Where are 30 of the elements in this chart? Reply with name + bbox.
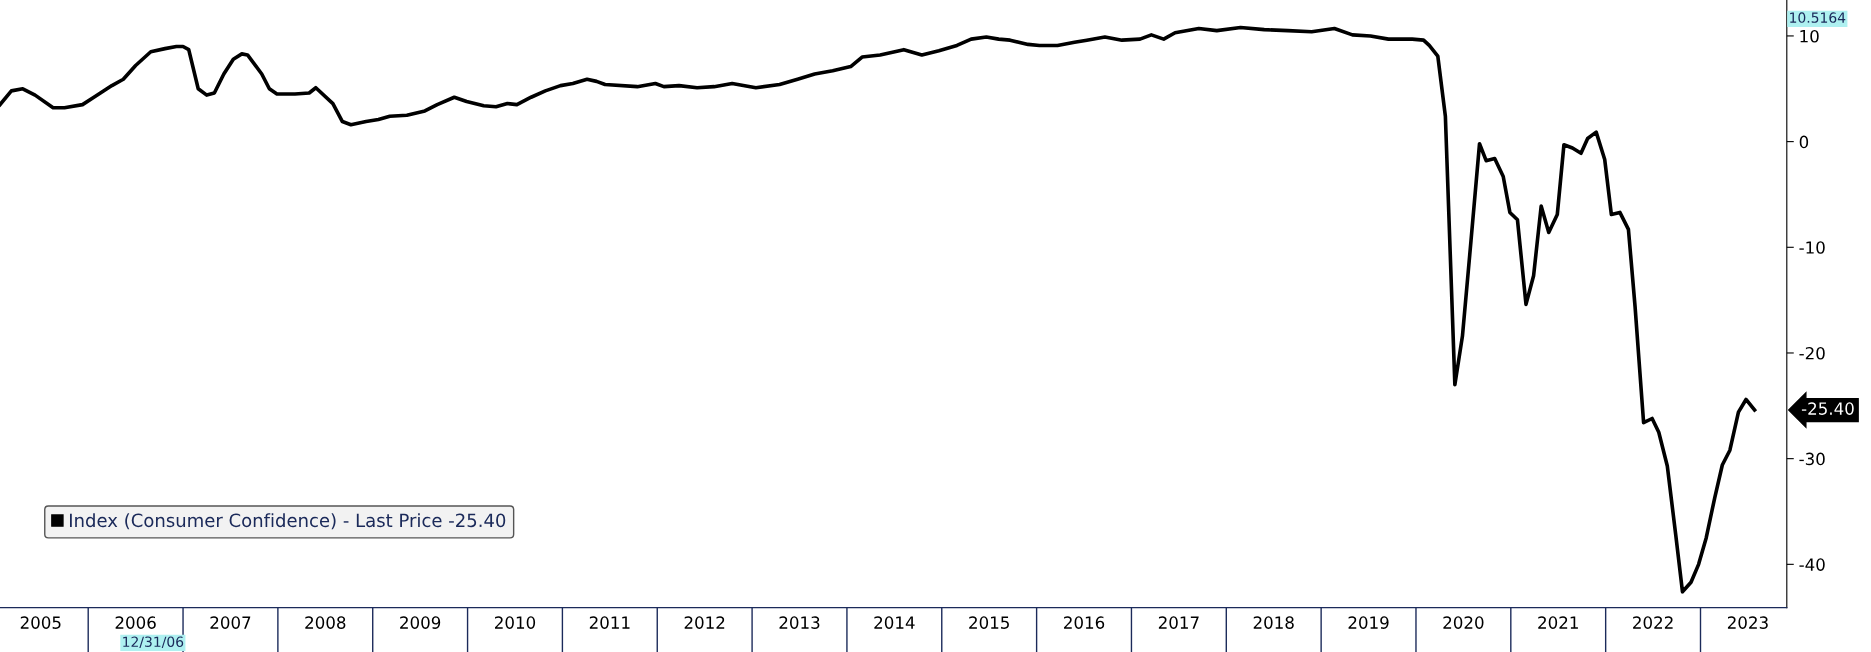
text: 10.5164 — [1790, 12, 1846, 23]
x-tick-label: 2006 — [115, 616, 156, 629]
x-tick-label: 2019 — [1348, 616, 1389, 629]
x-tick-label: 2022 — [1633, 616, 1673, 629]
text: 12/31/06 — [123, 636, 184, 649]
x-tick-label: 2023 — [1727, 616, 1768, 629]
y-tick-label: -20 — [1799, 346, 1825, 360]
line-series — [0, 25, 1757, 594]
text: -25.40 — [1801, 402, 1854, 415]
x-tick-label: 2010 — [495, 616, 536, 629]
y-tick-label: -10 — [1799, 241, 1825, 254]
y-tick-label: 0 — [1799, 135, 1809, 149]
x-tick-label: 2017 — [1158, 616, 1199, 629]
x-tick-label: 2008 — [305, 616, 346, 629]
x-tick-label: 2020 — [1443, 616, 1484, 629]
x-tick-label: 2007 — [210, 616, 251, 629]
y-tick-label: -40 — [1799, 558, 1825, 571]
y-tick-label: -30 — [1799, 452, 1825, 466]
x-tick-label: 2015 — [969, 616, 1009, 629]
x-tick-label: 2021 — [1538, 616, 1578, 629]
x-tick-label: 2011 — [589, 616, 630, 629]
x-tick-label: 2018 — [1253, 616, 1294, 629]
x-tick-label: 2014 — [874, 616, 915, 629]
legend-label: Index (Consumer Confidence) - Last Price -25.40 — [70, 513, 506, 530]
x-tick-label: 2013 — [779, 616, 820, 629]
x-tick-label: 2012 — [684, 616, 725, 629]
y-tick-label: 10 — [1800, 29, 1819, 43]
x-tick-label: 2005 — [20, 616, 61, 629]
x-tick-label: 2016 — [1064, 616, 1105, 629]
x-tick-label: 2009 — [400, 616, 441, 629]
